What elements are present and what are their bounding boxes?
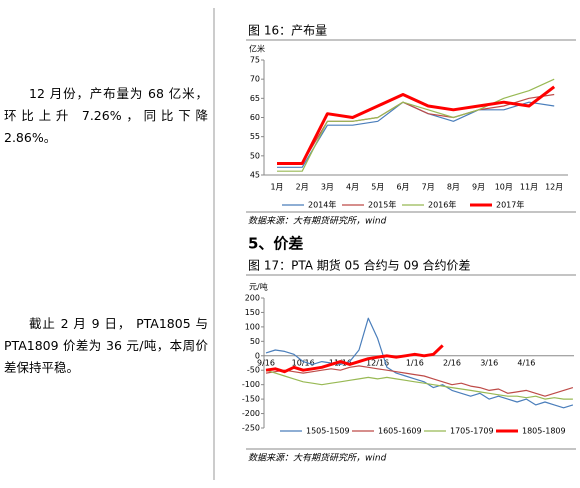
- x-tick-label: 1月: [270, 183, 283, 192]
- legend-label: 1705-1709: [450, 427, 494, 436]
- x-tick-label: 4/16: [517, 358, 535, 367]
- figure-title: 图 16：产布量: [248, 24, 327, 38]
- y-tick-label: 75: [250, 56, 260, 65]
- source-note: 数据来源：大有期货研究所，wind: [248, 453, 387, 464]
- y-tick-label: -250: [242, 424, 260, 433]
- y-tick-label: 60: [250, 113, 260, 122]
- y-tick-label: 55: [250, 132, 260, 141]
- x-tick-label: 2/16: [443, 358, 461, 367]
- x-tick-label: 9/16: [257, 358, 275, 367]
- y-tick-label: 100: [245, 322, 260, 331]
- paragraph: 12 月份，产布量为 68 亿米，环比上升 7.26%，同比下降 2.86%。: [4, 86, 208, 145]
- legend-label: 2017年: [496, 200, 524, 210]
- y-tick-label: 150: [245, 308, 260, 317]
- x-tick-label: 2月: [296, 183, 309, 192]
- y-tick-label: -200: [242, 409, 260, 418]
- section-heading: 5、价差: [248, 235, 303, 253]
- series-line: [277, 78, 555, 172]
- legend-label: 2016年: [428, 200, 456, 210]
- y-axis-label: 元/吨: [249, 282, 268, 292]
- series-line: [277, 101, 555, 168]
- y-tick-label: 200: [245, 294, 260, 303]
- y-tick-label: 70: [250, 75, 260, 84]
- y-tick-label: 45: [250, 171, 260, 180]
- x-tick-label: 10/16: [292, 358, 315, 367]
- x-tick-label: 10月: [495, 183, 513, 192]
- series-line: [265, 369, 573, 400]
- y-tick-label: -50: [247, 366, 260, 375]
- legend-label: 1805-1809: [522, 427, 566, 436]
- series-line: [265, 344, 444, 374]
- x-tick-label: 9月: [472, 183, 485, 192]
- y-tick-label: -150: [242, 395, 260, 404]
- legend-label: 2015年: [368, 200, 396, 210]
- x-tick-label: 12月: [545, 183, 563, 192]
- x-tick-label: 8月: [447, 183, 460, 192]
- source-note: 数据来源：大有期货研究所，wind: [248, 216, 387, 227]
- series-line: [277, 85, 556, 165]
- y-tick-label: 50: [250, 337, 260, 346]
- x-tick-label: 5月: [371, 183, 384, 192]
- x-tick-label: 12/16: [366, 358, 389, 367]
- series-line: [265, 317, 574, 409]
- x-tick-label: 4月: [346, 183, 359, 192]
- y-axis-label: 亿米: [249, 44, 265, 54]
- x-tick-label: 11月: [520, 183, 538, 192]
- x-tick-label: 6月: [396, 183, 409, 192]
- y-tick-label: -100: [242, 380, 260, 389]
- x-tick-label: 1/16: [406, 358, 424, 367]
- legend-label: 1505-1509: [306, 427, 350, 436]
- legend-label: 1605-1609: [378, 427, 422, 436]
- figure-title: 图 17：PTA 期货 05 合约与 09 合约价差: [248, 258, 471, 273]
- paragraph: 截止 2 月 9 日， PTA1805 与 PTA1809 价差为 36 元/吨…: [4, 316, 208, 375]
- x-tick-label: 7月: [422, 183, 435, 192]
- y-tick-label: 50: [250, 151, 260, 160]
- y-tick-label: 65: [250, 94, 260, 103]
- x-tick-label: 3月: [321, 183, 334, 192]
- legend-label: 2014年: [308, 200, 336, 210]
- x-tick-label: 3/16: [480, 358, 498, 367]
- series-line: [265, 365, 574, 397]
- y-tick-label: 0: [255, 351, 260, 360]
